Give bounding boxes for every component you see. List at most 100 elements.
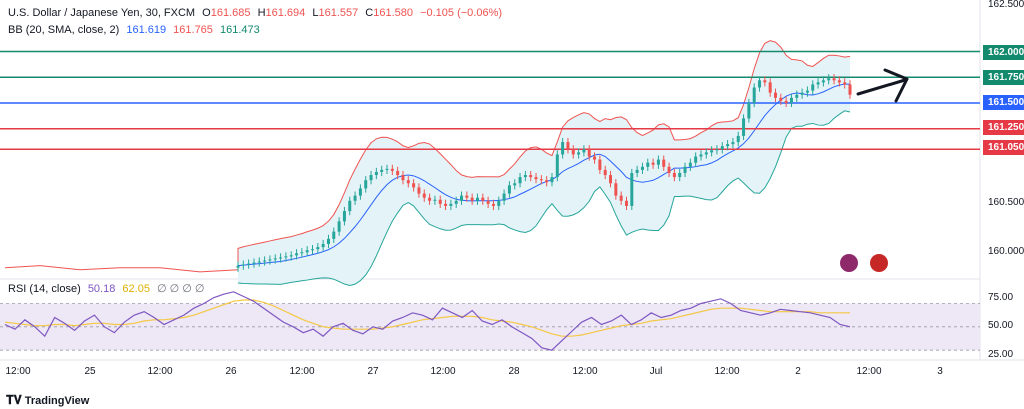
candle-body: [550, 177, 554, 183]
candle-body: [518, 177, 522, 184]
candle-body: [470, 197, 474, 201]
bb-fill: [238, 40, 850, 286]
candle-body: [300, 252, 304, 254]
candle-body: [268, 259, 272, 261]
candle-body: [646, 162, 650, 167]
flag-icon[interactable]: [870, 254, 888, 272]
candle-body: [811, 84, 815, 91]
candle-body: [428, 197, 432, 201]
candle-body: [773, 92, 777, 98]
candle-body: [454, 200, 458, 204]
x-tick: Jul: [649, 366, 663, 377]
bb-label: BB (20, SMA, close, 2): [8, 24, 120, 36]
x-tick: 25: [84, 366, 96, 377]
ohlc-close: C161.580: [365, 7, 414, 19]
candle-body: [465, 195, 469, 198]
candle-body: [364, 180, 368, 189]
candle-body: [667, 166, 671, 173]
x-tick: 2: [795, 366, 801, 377]
candle-body: [789, 97, 793, 103]
candle-body: [672, 172, 676, 178]
candle-body: [837, 80, 841, 83]
candle-body: [821, 80, 825, 83]
bb-basis-value: 161.619: [126, 24, 167, 36]
candle-body: [848, 84, 852, 95]
candle-body: [624, 200, 628, 206]
candle-body: [422, 193, 426, 198]
candle-body: [257, 261, 261, 263]
candle-body: [720, 146, 724, 150]
candle-body: [475, 197, 479, 201]
candle-body: [795, 94, 799, 98]
candle-body: [710, 150, 714, 153]
ohlc-high: H161.694: [257, 7, 306, 19]
candle-body: [534, 177, 538, 180]
candle-body: [417, 187, 421, 194]
flash-icon[interactable]: [840, 254, 858, 272]
candle-body: [619, 195, 623, 201]
price-label-161050: 161.050: [983, 140, 1024, 155]
bb-lower-line: [237, 110, 851, 286]
candle-body: [539, 179, 543, 181]
symbol-title: U.S. Dollar / Japanese Yen, 30, FXCM: [8, 7, 196, 19]
candle-body: [800, 92, 804, 95]
rsi-tick-50: 50.00: [988, 320, 1014, 331]
candle-body: [630, 172, 634, 206]
candle-body: [316, 247, 320, 250]
candle-body: [715, 149, 719, 151]
candle-body: [263, 260, 267, 262]
candle-body: [843, 82, 847, 85]
candle-body: [273, 258, 277, 260]
candle-body: [593, 156, 597, 160]
candle-body: [726, 144, 730, 147]
bb-lower-value: 161.473: [219, 24, 260, 36]
x-tick: 28: [508, 366, 520, 377]
candle-body: [587, 149, 591, 157]
candle-body: [284, 256, 288, 258]
candle-body: [694, 156, 698, 163]
candle-body: [481, 197, 485, 201]
candle-body: [295, 253, 299, 256]
candle-body: [731, 142, 735, 145]
candle-body: [449, 203, 453, 206]
candle-body: [603, 169, 607, 176]
candle-body: [816, 82, 820, 85]
candle-body: [412, 183, 416, 188]
x-tick: 12:00: [5, 366, 31, 377]
bb-upper-value: 161.765: [173, 24, 213, 36]
bb-upper-line: [4, 40, 851, 273]
candle-body: [768, 82, 772, 93]
candle-body: [582, 149, 586, 153]
candle-body: [752, 87, 756, 103]
symbol-legend: U.S. Dollar / Japanese Yen, 30, FXCM O16…: [8, 7, 506, 19]
candle-body: [433, 199, 437, 201]
bb-basis-line: [237, 83, 851, 267]
price-change: −0.105 (−0.06%): [420, 7, 503, 19]
y-tick-160000: 160.000: [988, 246, 1024, 257]
candle-body: [678, 172, 682, 178]
candle-body: [444, 203, 448, 206]
candle-body: [688, 162, 692, 167]
price-label-162000: 162.000: [983, 45, 1024, 60]
rsi-line: [4, 291, 851, 351]
rsi-ma-line: [4, 299, 850, 337]
candle-body: [332, 231, 336, 239]
candle-body: [380, 169, 384, 172]
candle-body: [396, 170, 400, 176]
rsi-value: 50.18: [87, 283, 116, 295]
x-tick: 12:00: [147, 366, 173, 377]
candle-body: [598, 159, 602, 170]
candle-body: [662, 159, 666, 167]
x-tick: 3: [937, 366, 943, 377]
candle-body: [555, 154, 559, 178]
candle-body: [577, 152, 581, 155]
candle-body: [805, 90, 809, 93]
x-tick: 27: [367, 366, 379, 377]
candle-body: [614, 183, 618, 196]
candle-body: [358, 188, 362, 196]
candle-body: [523, 175, 527, 178]
price-label-161250: 161.250: [983, 120, 1024, 135]
trend-arrow-head: [883, 68, 909, 103]
